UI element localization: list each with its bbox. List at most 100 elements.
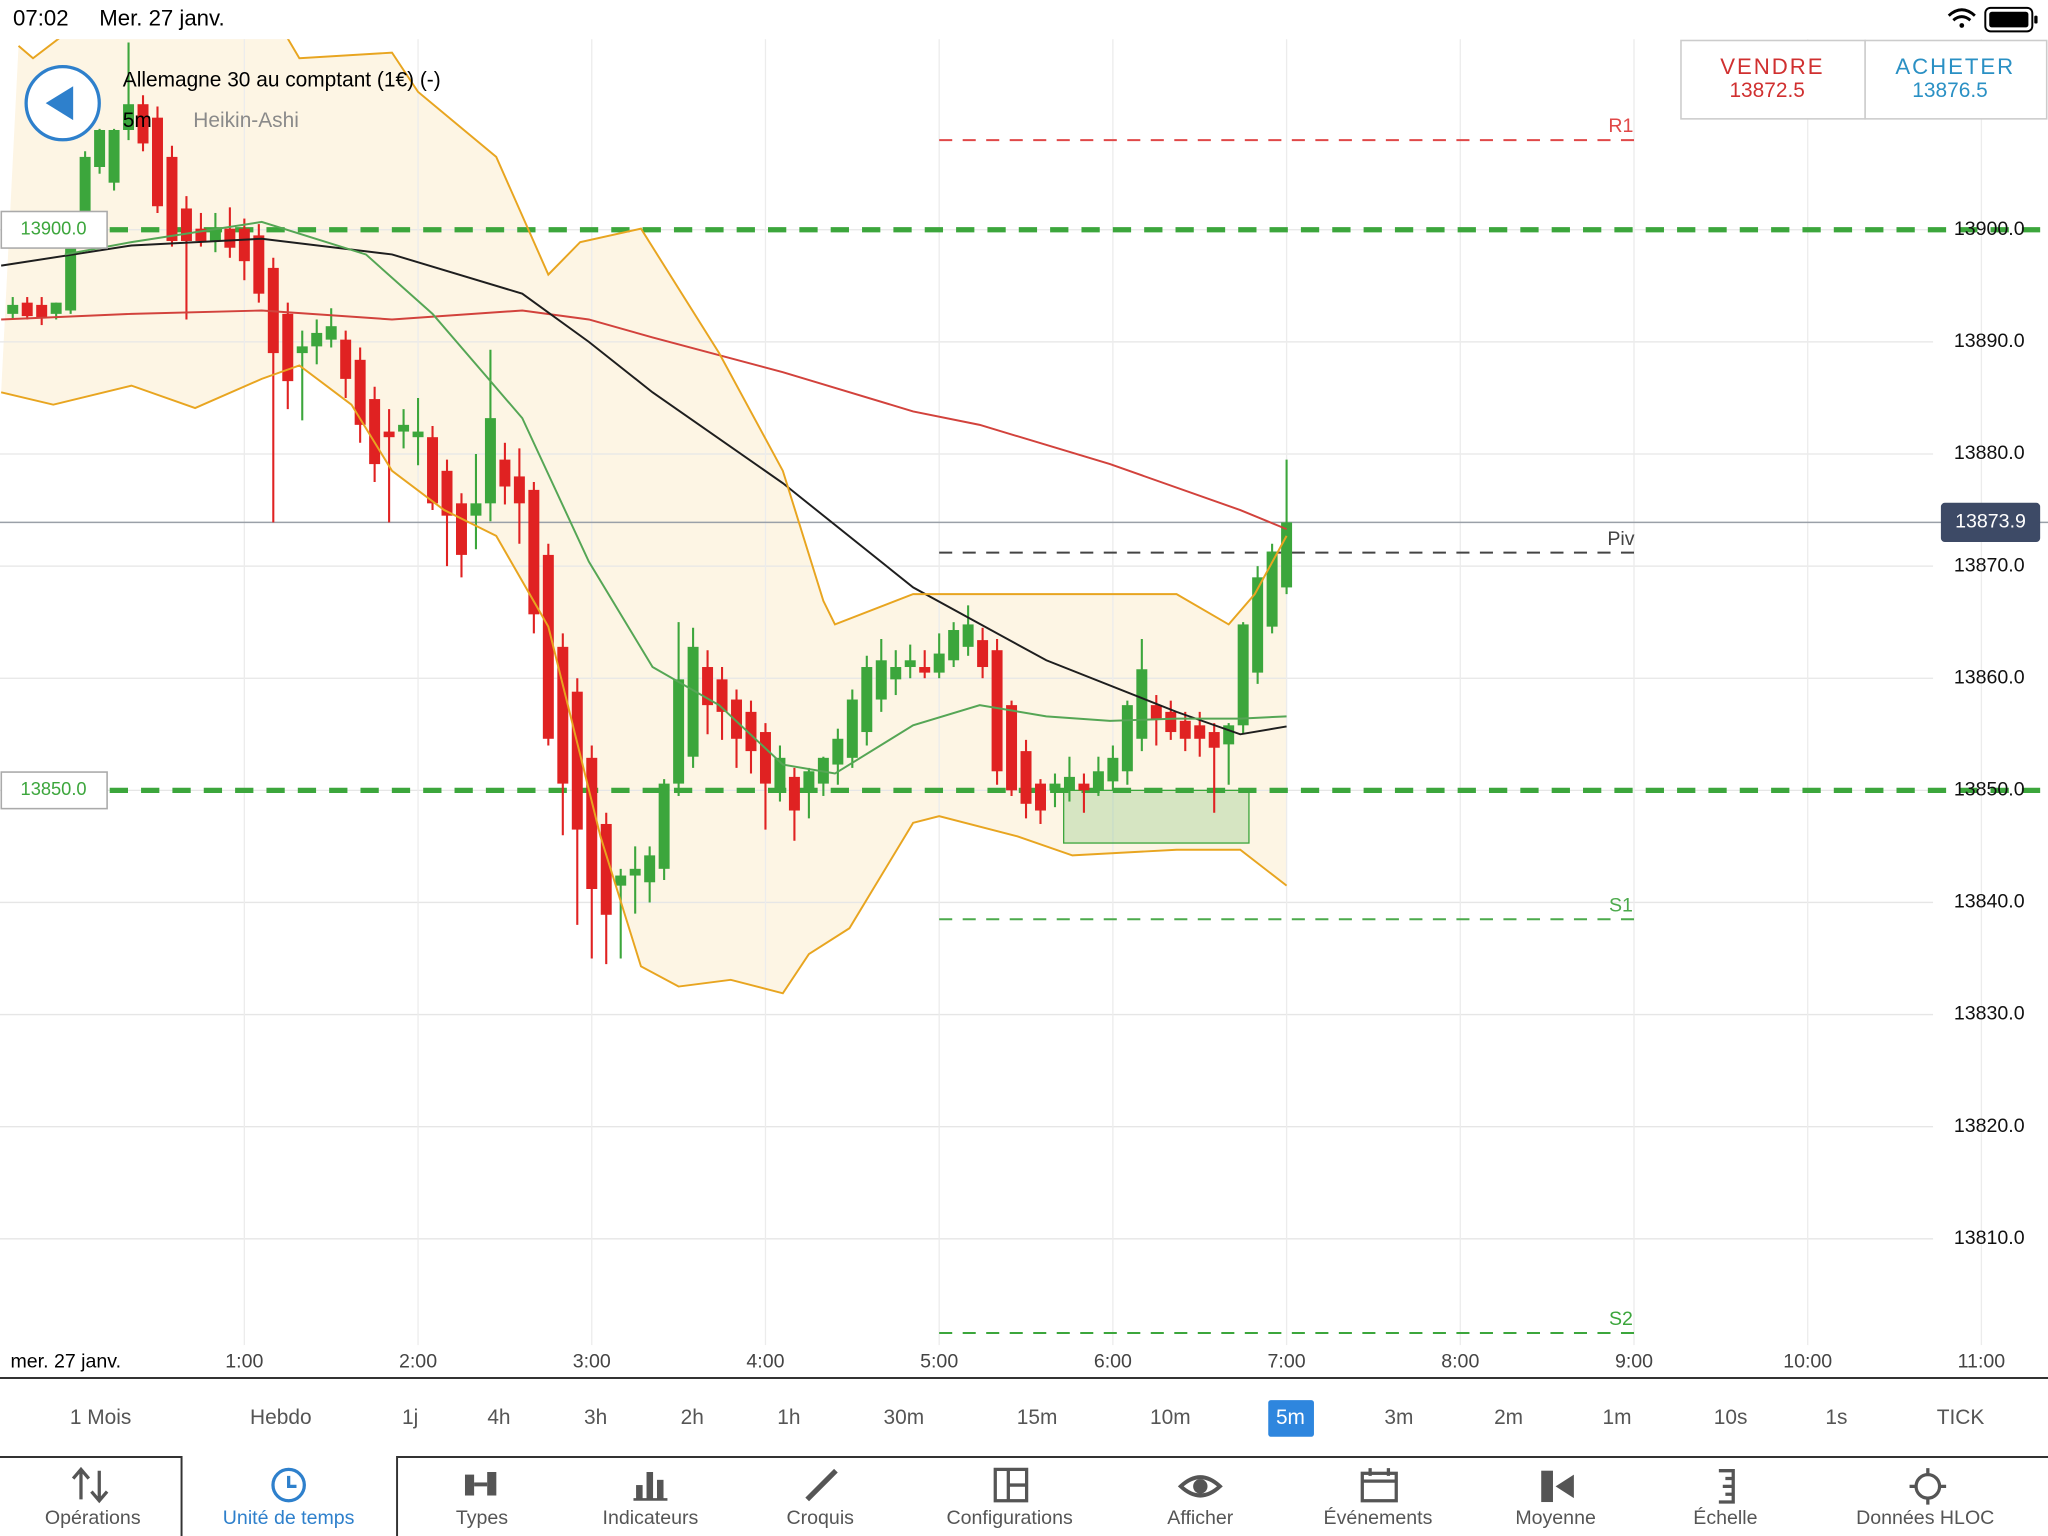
candle-body [195,228,207,241]
timeframe-option[interactable]: 30m [884,1406,925,1429]
back-button[interactable] [24,64,101,142]
candle-body [427,437,439,504]
toolbar-button[interactable]: Unité de temps [223,1507,355,1529]
toolbar-button[interactable]: Données HLOC [1856,1507,1994,1529]
candle-body [94,129,106,167]
x-tick-label: 11:00 [1958,1350,2006,1372]
timeframe-option[interactable]: 3m [1384,1406,1413,1429]
candle-body [788,776,800,811]
candle-body [369,399,381,465]
timeframe-option[interactable]: Hebdo [250,1406,312,1429]
buy-label: ACHETER [1895,54,2015,79]
chart-type-label: Heikin-Ashi [193,109,299,132]
toolbar-button[interactable]: Échelle [1693,1506,1757,1529]
x-tick-label: 6:00 [1094,1350,1132,1372]
candle-body [455,503,467,555]
icon-timeunit [271,1467,306,1503]
toolbar-button[interactable]: Opérations [45,1507,141,1529]
candle-body [658,783,670,869]
candle-body [484,418,496,504]
candle-body [253,235,265,294]
candle-body [571,691,583,830]
icon-hloc [1909,1468,1947,1505]
timeframe-selected [1268,1400,1314,1437]
toolbar-button[interactable]: Moyenne [1515,1507,1596,1529]
y-tick-label: 13900.0 [1954,218,2025,240]
x-tick-label: 8:00 [1441,1350,1479,1372]
candle-body [702,667,714,706]
candle-body [7,304,19,314]
candle-body [991,650,1003,772]
candle-body [542,554,554,739]
candle-body [1092,771,1104,791]
timeframe-option[interactable]: 3h [584,1406,607,1429]
timeframe-option[interactable]: 2m [1494,1406,1523,1429]
candle-body [340,339,352,379]
plot-area [0,39,2048,1346]
y-tick-label: 13810.0 [1954,1227,2025,1249]
buy-button[interactable]: ACHETER 13876.5 [1864,39,2048,120]
current-price-box [1940,502,2041,542]
toolbar-button[interactable]: Indicateurs [603,1507,699,1529]
timeframe-option[interactable]: 2h [681,1406,704,1429]
icon-sketch [805,1468,838,1502]
candle-body [977,640,989,668]
candle-body [774,757,786,791]
moving-average [1,309,1287,531]
toolbar-button[interactable]: Types [456,1507,508,1529]
buy-price: 13876.5 [1912,79,1987,102]
candle-body [1121,705,1133,772]
timeframe-option[interactable]: 5m [1276,1406,1305,1429]
timeframe-option[interactable]: 1 Mois [70,1406,131,1429]
candle-body [123,104,135,130]
candle-body [586,757,598,890]
battery-icon [1984,6,2038,33]
x-tick-label: 10:00 [1783,1350,1832,1372]
candle-body [311,332,323,347]
toolbar-button[interactable]: Événements [1324,1506,1433,1529]
candle-body [731,699,743,739]
candle-body [1208,732,1220,748]
icon-events [1360,1468,1398,1503]
x-tick-label: 2:00 [399,1350,437,1372]
pivot-level-label: S2 [1609,1308,1633,1330]
x-tick-label: 3:00 [573,1350,611,1372]
icon-types [464,1472,497,1496]
candle-body [745,711,757,752]
toolbar-button[interactable]: Afficher [1167,1507,1233,1529]
toolbar-icons [71,1466,1947,1505]
candle-body [861,667,873,733]
candle-body [36,304,48,318]
chart-overlay: R1 Piv S1 S2 13900.0 13850.0 13810.0 13820.0 138… [0,115,2041,1330]
timeframe-option[interactable]: TICK [1937,1406,1985,1429]
candle-body [600,823,612,915]
candle-body [1006,705,1018,791]
candle-body [629,868,641,876]
candle-body [846,699,858,758]
candle-body [1049,783,1061,791]
sell-button[interactable]: VENDRE 13872.5 [1680,39,1866,120]
key-level-label: 13850.0 [21,778,87,799]
status-time: 07:02 [13,5,69,30]
timeframe-option[interactable]: 15m [1017,1406,1058,1429]
timeframe-option[interactable]: 1h [777,1406,800,1429]
candle-body [1194,725,1206,739]
sell-price: 13872.5 [1729,79,1804,102]
candle-body [1107,757,1119,782]
timeframe-option[interactable]: 1m [1602,1406,1631,1429]
candle-body [50,302,62,314]
timeframe-option[interactable]: 1s [1825,1406,1847,1429]
timeframe-option[interactable]: 4h [487,1406,510,1429]
timeframe-option[interactable]: 10m [1150,1406,1191,1429]
candle-body [1136,669,1148,739]
candle-body [557,646,569,784]
x-tick-label: 9:00 [1615,1350,1653,1372]
toolbar-button[interactable]: Configurations [947,1507,1073,1529]
toolbar-button[interactable]: Croquis [787,1507,855,1529]
timeframe-bar [0,1379,2048,1457]
key-level-box [0,771,108,810]
timeframe-option[interactable]: 1j [402,1406,418,1429]
timeframe-option[interactable]: 10s [1714,1406,1748,1429]
instrument-name: Allemagne 30 au comptant (1€) (-) [123,68,441,91]
